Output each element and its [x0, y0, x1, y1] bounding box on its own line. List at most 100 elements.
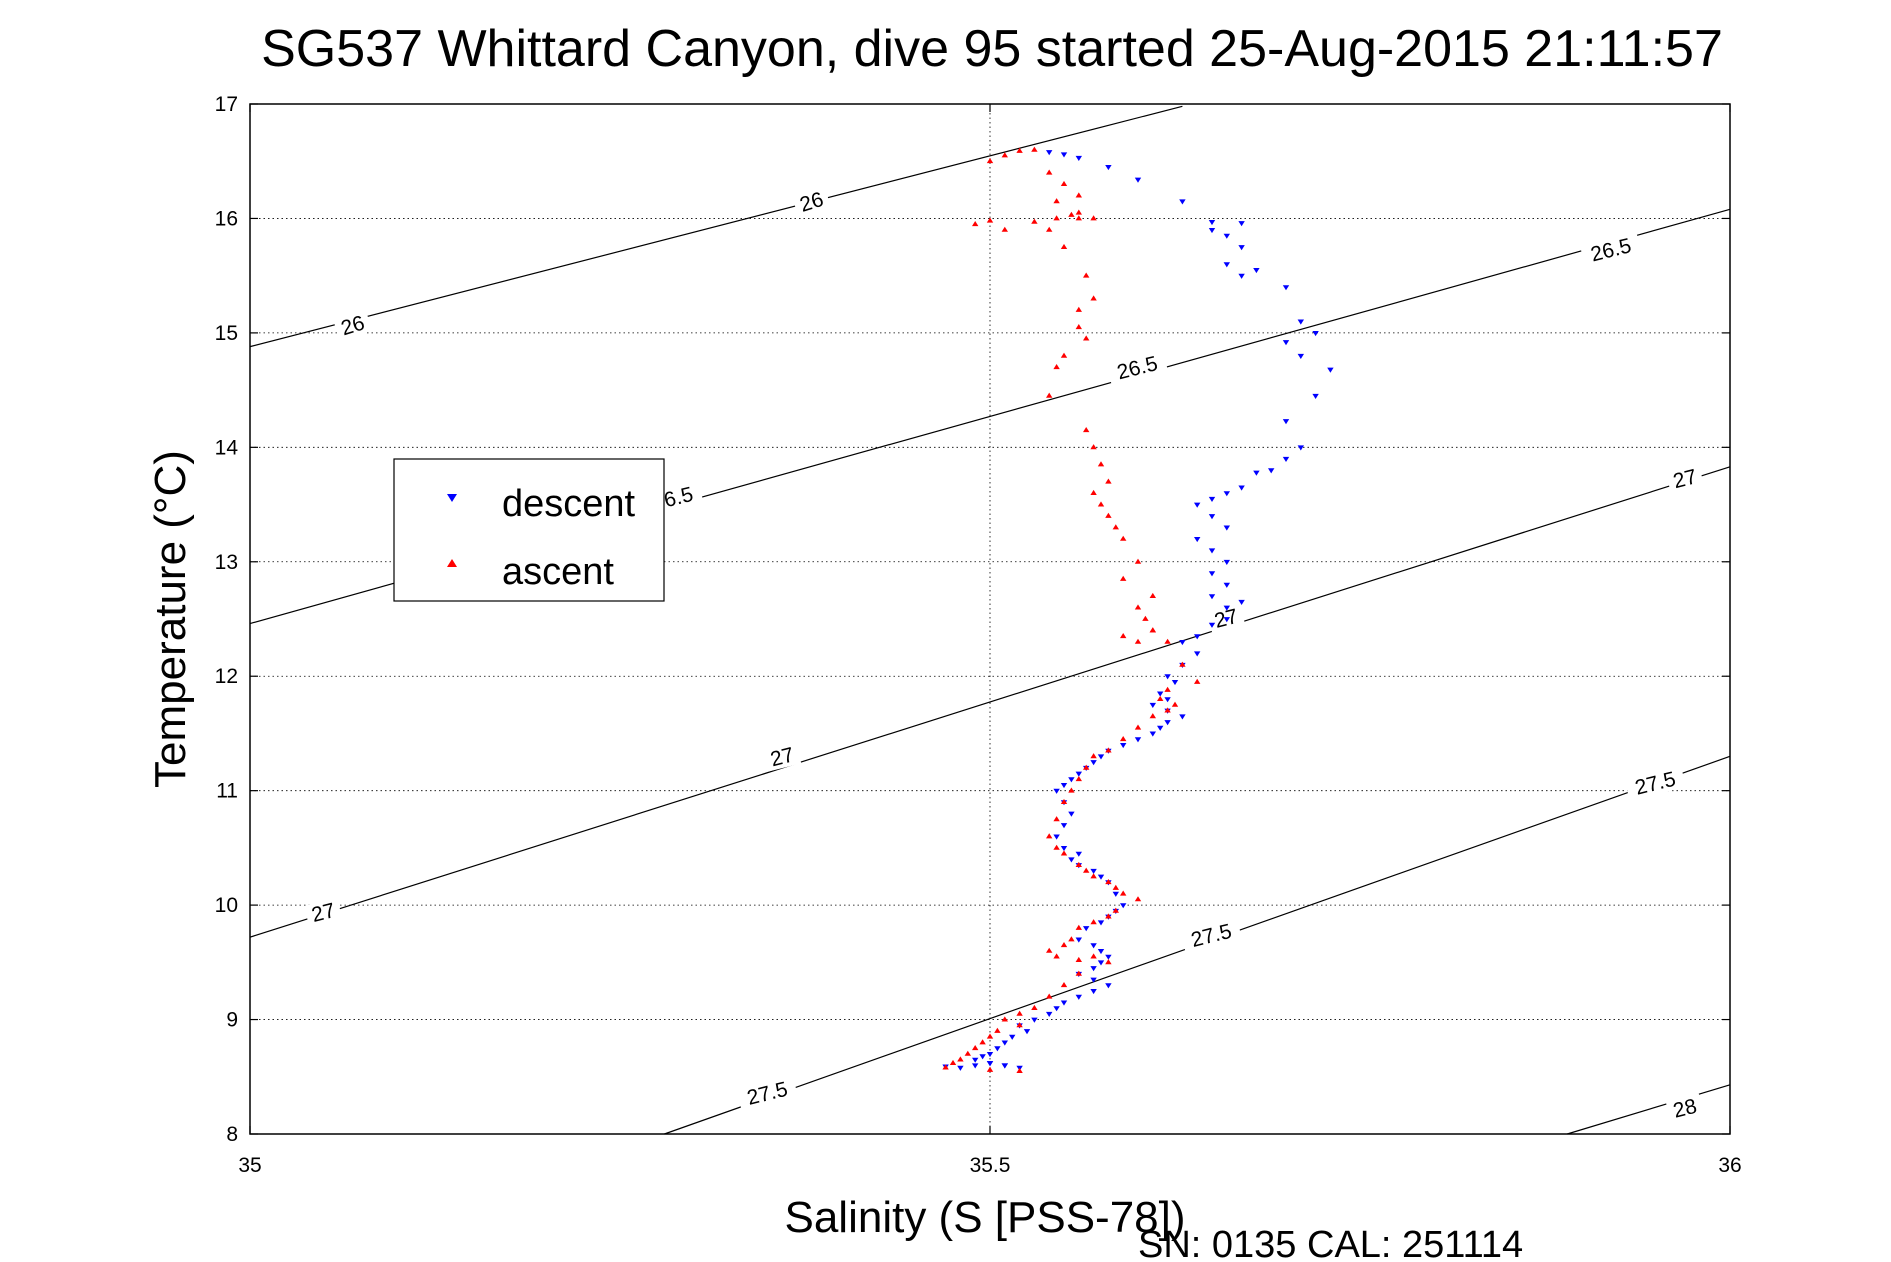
data-point	[1075, 956, 1082, 962]
data-point	[1083, 926, 1090, 932]
data-point	[1083, 335, 1090, 341]
data-point	[957, 1065, 964, 1071]
isopycnal-label-bg	[1580, 232, 1642, 268]
data-point	[1075, 924, 1082, 930]
footer-serial: SN: 0135 CAL: 251114	[1138, 1224, 1523, 1262]
data-point	[1060, 798, 1068, 805]
data-point	[1120, 575, 1127, 581]
data-point	[1208, 594, 1216, 600]
data-point	[1179, 199, 1186, 205]
isopycnal-label-bg	[653, 480, 704, 514]
data-point	[1194, 502, 1201, 508]
legend-ascent-label: ascent	[502, 551, 614, 593]
data-point	[1083, 867, 1090, 873]
data-point	[1194, 651, 1201, 657]
data-point	[1075, 306, 1082, 312]
isopycnal-label: 28	[1671, 1095, 1699, 1123]
data-point	[1001, 1063, 1008, 1069]
y-tick-label: 9	[226, 1009, 238, 1032]
legend: descent ascent	[393, 458, 665, 602]
data-point	[1223, 262, 1230, 268]
data-point	[1268, 468, 1275, 474]
data-point	[1105, 954, 1112, 960]
data-point	[1097, 920, 1105, 926]
data-point	[1068, 777, 1075, 783]
data-point	[1053, 834, 1060, 840]
data-point	[1075, 861, 1082, 867]
data-point	[986, 158, 994, 164]
data-point	[1097, 501, 1105, 507]
data-point	[1090, 753, 1097, 759]
data-point	[1075, 970, 1082, 976]
y-tick-label: 16	[215, 207, 238, 230]
data-point	[986, 217, 994, 223]
y-tick-label: 15	[215, 322, 238, 345]
data-point	[1171, 701, 1179, 707]
data-point	[1208, 622, 1216, 628]
data-point	[1053, 788, 1060, 794]
data-point	[1046, 169, 1053, 175]
data-point	[1164, 707, 1171, 713]
data-points	[942, 146, 1334, 1073]
data-point	[942, 1064, 949, 1070]
data-point	[1046, 226, 1053, 232]
data-point	[1075, 937, 1082, 943]
data-point	[1105, 913, 1112, 919]
isopycnal-label: 27	[768, 743, 796, 771]
data-point	[1120, 890, 1127, 896]
data-point	[1282, 456, 1290, 462]
isopycnal-label: 27	[1671, 465, 1699, 493]
data-point	[1208, 548, 1216, 554]
data-point	[1253, 470, 1260, 476]
data-point	[1105, 879, 1112, 885]
data-point	[986, 1033, 994, 1039]
data-point	[1001, 152, 1008, 158]
data-point	[1046, 150, 1053, 156]
data-point	[1194, 536, 1201, 543]
data-point	[1001, 1016, 1008, 1022]
isopycnal-label-bg	[762, 742, 802, 772]
data-point	[1149, 731, 1156, 737]
data-point	[1105, 512, 1112, 518]
y-tick-label: 14	[215, 436, 239, 459]
data-point	[1090, 295, 1097, 301]
isopycnal-label-bg	[1180, 917, 1243, 954]
data-point	[1031, 1004, 1038, 1011]
data-point	[1075, 155, 1082, 161]
data-point	[1134, 558, 1142, 564]
data-point	[1090, 966, 1097, 972]
data-point	[1046, 947, 1053, 953]
isopycnal-label-group: 28	[1665, 1093, 1705, 1123]
legend-ascent-marker	[447, 559, 457, 567]
data-point	[1023, 1029, 1031, 1035]
data-point	[1060, 1000, 1068, 1006]
data-point	[1149, 713, 1156, 719]
y-tick-label: 17	[215, 93, 238, 116]
data-point	[1097, 874, 1105, 880]
isopycnal-28	[1567, 1084, 1731, 1135]
data-point	[1157, 725, 1164, 731]
data-point	[1068, 787, 1075, 793]
data-point	[979, 1054, 986, 1060]
data-point	[1112, 891, 1119, 897]
data-point	[1105, 959, 1112, 965]
isopycnal-label-bg	[304, 897, 343, 928]
data-point	[1053, 953, 1060, 959]
x-tick-label: 35	[238, 1154, 261, 1177]
y-tick-label: 8	[226, 1123, 238, 1146]
data-point	[1016, 1022, 1023, 1028]
data-point	[1075, 771, 1082, 777]
data-point	[1208, 227, 1216, 234]
data-point	[1060, 152, 1068, 158]
data-point	[994, 1027, 1001, 1033]
data-point	[1016, 1010, 1023, 1016]
data-point	[1090, 953, 1097, 959]
isopycnal-label-bg	[736, 1075, 799, 1112]
isopycnal-label-group: 27	[1665, 463, 1705, 494]
data-point	[1238, 485, 1245, 491]
data-point	[1060, 180, 1068, 187]
isopycnal-label-bg	[1106, 350, 1169, 386]
data-point	[1075, 192, 1082, 198]
data-point	[1120, 735, 1127, 742]
